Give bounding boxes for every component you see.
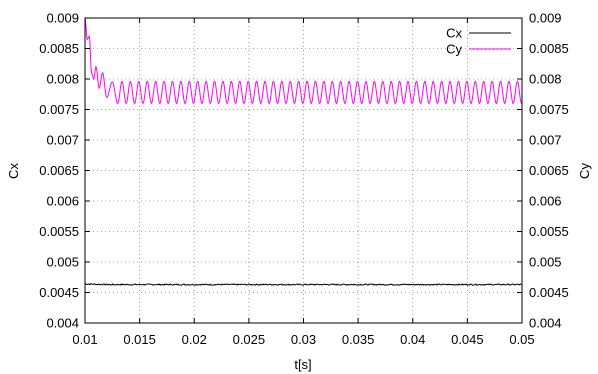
y2-tick-label: 0.0085 (529, 41, 569, 56)
axis-ticks (84, 17, 523, 324)
y-tick-label: 0.008 (46, 72, 79, 87)
x-tick-label: 0.05 (509, 332, 534, 347)
y2-tick-label: 0.0075 (529, 102, 569, 117)
series-cy-line (84, 17, 523, 105)
x-axis-label: t[s] (294, 357, 311, 372)
y2-tick-label: 0.0055 (529, 224, 569, 239)
y-tick-label: 0.005 (46, 255, 79, 270)
x-tick-label: 0.045 (451, 332, 484, 347)
y2-tick-label: 0.005 (529, 255, 562, 270)
x-tick-label: 0.015 (123, 332, 156, 347)
series-lines (84, 17, 523, 286)
legend-label-cx: Cx (446, 26, 462, 41)
y-tick-label: 0.0055 (39, 224, 79, 239)
y-tick-labels: 0.004 0.0045 0.005 0.0055 0.006 0.0065 0.007 0.… (39, 11, 79, 331)
y2-tick-label: 0.007 (529, 133, 562, 148)
series-cx-line (84, 283, 523, 286)
x-tick-label: 0.035 (342, 332, 375, 347)
y2-axis-label: Cy (577, 163, 592, 179)
y2-tick-label: 0.009 (529, 11, 562, 26)
y-tick-label: 0.007 (46, 133, 79, 148)
y-tick-label: 0.0065 (39, 163, 79, 178)
y-tick-label: 0.0085 (39, 41, 79, 56)
y2-tick-label: 0.008 (529, 72, 562, 87)
x-tick-label: 0.04 (400, 332, 425, 347)
y-tick-label: 0.004 (46, 316, 79, 331)
y-tick-label: 0.006 (46, 194, 79, 209)
grid-lines (85, 18, 522, 323)
x-tick-label: 0.02 (182, 332, 207, 347)
y-tick-label: 0.0045 (39, 285, 79, 300)
y2-tick-label: 0.006 (529, 194, 562, 209)
y-tick-label: 0.0075 (39, 102, 79, 117)
y2-tick-label: 0.0045 (529, 285, 569, 300)
y2-tick-labels: 0.004 0.0045 0.005 0.0055 0.006 0.0065 0.007 0.… (529, 11, 569, 331)
x-tick-label: 0.025 (233, 332, 266, 347)
y2-tick-label: 0.004 (529, 316, 562, 331)
y-tick-label: 0.009 (46, 11, 79, 26)
y-axis-label: Cx (6, 163, 21, 179)
x-tick-label: 0.03 (291, 332, 316, 347)
x-tick-label: 0.01 (72, 332, 97, 347)
legend-label-cy: Cy (446, 42, 462, 57)
y2-tick-label: 0.0065 (529, 163, 569, 178)
x-tick-labels: 0.01 0.015 0.02 0.025 0.03 0.035 0.04 0.045 0.05 (72, 332, 534, 347)
